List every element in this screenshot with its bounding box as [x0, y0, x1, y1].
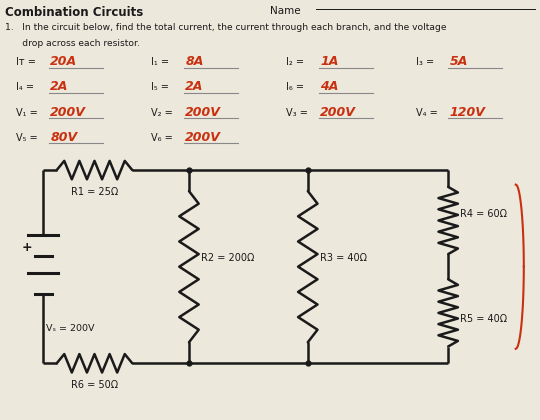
Text: 8A: 8A — [185, 55, 204, 68]
Text: +: + — [22, 241, 32, 254]
Text: Vₛ = 200V: Vₛ = 200V — [46, 324, 94, 333]
Text: I₂ =: I₂ = — [286, 57, 307, 67]
Text: V₃ =: V₃ = — [286, 108, 311, 118]
Text: R5 = 40Ω: R5 = 40Ω — [460, 314, 507, 324]
Text: 2A: 2A — [50, 80, 69, 93]
Text: 4A: 4A — [320, 80, 339, 93]
Text: 200V: 200V — [185, 131, 221, 144]
Text: Combination Circuits: Combination Circuits — [5, 6, 144, 19]
Text: R3 = 40Ω: R3 = 40Ω — [320, 253, 367, 263]
Text: 200V: 200V — [50, 105, 86, 118]
Text: V₆ =: V₆ = — [151, 133, 176, 143]
Text: I₁ =: I₁ = — [151, 57, 172, 67]
Text: 200V: 200V — [320, 105, 356, 118]
Text: R4 = 60Ω: R4 = 60Ω — [460, 209, 507, 219]
Text: R2 = 200Ω: R2 = 200Ω — [201, 253, 254, 263]
Text: I₅ =: I₅ = — [151, 82, 172, 92]
Text: 120V: 120V — [450, 105, 485, 118]
Text: 20A: 20A — [50, 55, 77, 68]
Text: drop across each resistor.: drop across each resistor. — [5, 39, 140, 47]
Text: R1 = 25Ω: R1 = 25Ω — [71, 187, 118, 197]
Text: I₆ =: I₆ = — [286, 82, 307, 92]
Text: V₁ =: V₁ = — [16, 108, 41, 118]
Text: V₂ =: V₂ = — [151, 108, 176, 118]
Text: 1.   In the circuit below, find the total current, the current through each bran: 1. In the circuit below, find the total … — [5, 23, 447, 32]
Text: 5A: 5A — [450, 55, 468, 68]
Text: Name: Name — [270, 6, 301, 16]
Text: 1A: 1A — [320, 55, 339, 68]
Text: Iᴛ =: Iᴛ = — [16, 57, 39, 67]
Text: I₃ =: I₃ = — [416, 57, 437, 67]
Text: 200V: 200V — [185, 105, 221, 118]
Text: R6 = 50Ω: R6 = 50Ω — [71, 380, 118, 390]
Text: V₄ =: V₄ = — [416, 108, 441, 118]
Text: 2A: 2A — [185, 80, 204, 93]
Text: V₅ =: V₅ = — [16, 133, 41, 143]
Text: I₄ =: I₄ = — [16, 82, 37, 92]
Text: 80V: 80V — [50, 131, 77, 144]
